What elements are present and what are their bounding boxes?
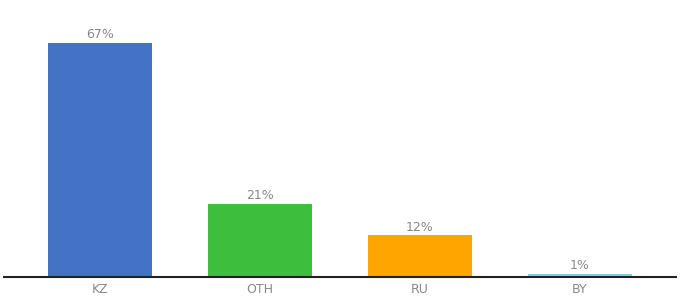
Text: 67%: 67% [86,28,114,41]
Bar [528,274,632,277]
Text: 21%: 21% [246,189,274,202]
Text: 1%: 1% [570,259,590,272]
Bar [208,204,312,277]
Bar [368,235,472,277]
Bar [48,43,152,277]
Text: 12%: 12% [406,220,434,233]
